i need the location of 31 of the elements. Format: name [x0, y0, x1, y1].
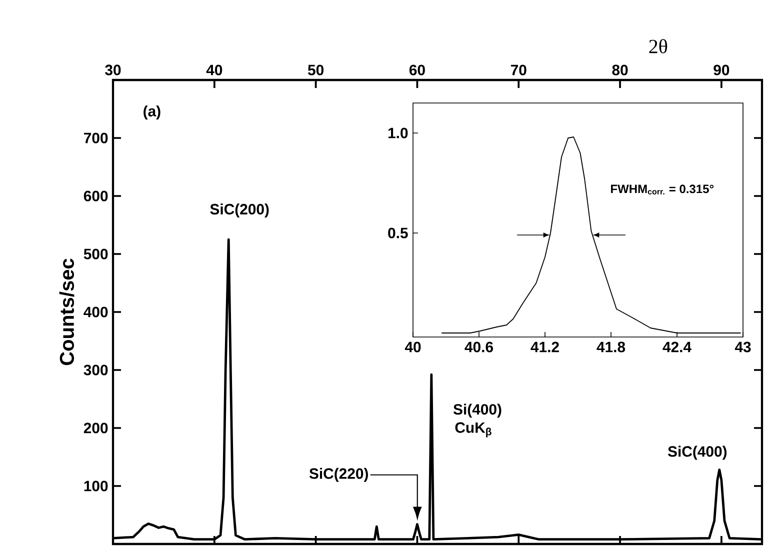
y-tick-label: 300: [84, 364, 108, 376]
annotation: SiC(200): [210, 204, 269, 218]
y-tick-label: 700: [84, 132, 108, 144]
x-tick-label: 43: [734, 342, 751, 352]
y-axis-title: Counts/sec: [59, 258, 74, 366]
x-tick-label: 50: [308, 64, 324, 76]
annotation: FWHM$_{corr.}$ = 0.315°: [611, 184, 714, 194]
y-tick-label: 0.5: [388, 228, 408, 238]
x-tick-label: 90: [714, 64, 730, 76]
x-tick-label: 80: [612, 64, 628, 76]
x-tick-label: 40: [206, 64, 222, 76]
x-tick-label: 30: [105, 64, 121, 76]
y-tick-label: 100: [84, 480, 108, 492]
y-tick-label: 400: [84, 306, 108, 318]
y-tick-label: 1.0: [388, 128, 408, 138]
x-tick-label: 70: [510, 64, 526, 76]
x-tick-label: 60: [409, 64, 425, 76]
y-tick-label: 600: [84, 190, 108, 202]
y-tick-label: 200: [84, 422, 108, 434]
annotation: SiC(400): [668, 446, 727, 460]
annotation: (a): [144, 106, 160, 120]
x-tick-label: 40: [404, 342, 421, 352]
x-tick-label: 41.2: [530, 342, 559, 352]
annotation: SiC(220): [309, 468, 368, 482]
x-tick-label: 41.8: [596, 342, 626, 352]
x-tick-label: 42.4: [662, 342, 692, 352]
annotation: CuK$_{β}$: [455, 422, 492, 438]
x-axis-title: 2θ: [649, 39, 668, 54]
x-tick-label: 40.6: [464, 342, 493, 352]
annotation: Si(400): [453, 404, 502, 418]
y-tick-label: 500: [84, 248, 108, 260]
